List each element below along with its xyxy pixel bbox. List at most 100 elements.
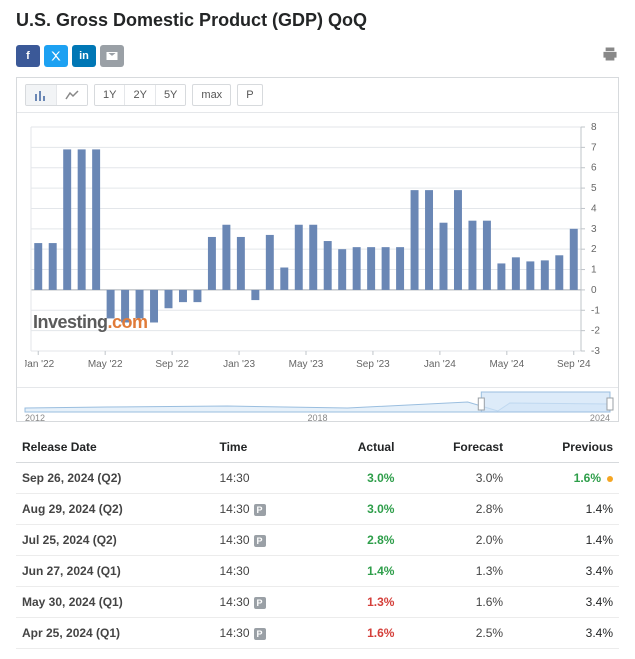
cell-previous: 1.4% xyxy=(509,525,619,556)
share-email[interactable] xyxy=(100,45,124,67)
svg-text:-1: -1 xyxy=(591,305,600,316)
svg-text:-2: -2 xyxy=(591,326,600,337)
chart-type-bar[interactable] xyxy=(26,85,57,105)
cell-time: 14:30 xyxy=(213,556,315,587)
cell-actual: 1.3% xyxy=(315,587,400,618)
releases-table: Release Date Time Actual Forecast Previo… xyxy=(16,430,619,649)
svg-text:May '22: May '22 xyxy=(88,359,123,370)
cell-actual: 1.4% xyxy=(315,556,400,587)
watermark-suffix: .com xyxy=(108,312,148,332)
preliminary-badge: P xyxy=(254,504,266,516)
cell-date: May 30, 2024 (Q1) xyxy=(16,587,213,618)
cell-date: Jun 27, 2024 (Q1) xyxy=(16,556,213,587)
svg-text:3: 3 xyxy=(591,224,597,235)
bar-chart-icon xyxy=(34,89,48,101)
svg-text:Sep '24: Sep '24 xyxy=(557,359,591,370)
mail-icon xyxy=(106,51,118,61)
svg-text:2018: 2018 xyxy=(307,413,327,422)
share-facebook[interactable]: f xyxy=(16,45,40,67)
col-previous: Previous xyxy=(509,430,619,463)
cell-actual: 3.0% xyxy=(315,463,400,494)
navigator[interactable]: 2012 2018 2024 xyxy=(17,387,618,421)
svg-text:2012: 2012 xyxy=(25,413,45,422)
cell-time: 14:30 xyxy=(213,463,315,494)
cell-time: 14:30P xyxy=(213,525,315,556)
navigator-svg: 2012 2018 2024 xyxy=(17,388,618,422)
cell-previous: 3.4% xyxy=(509,587,619,618)
cell-forecast: 2.5% xyxy=(400,618,509,649)
cell-actual: 3.0% xyxy=(315,494,400,525)
table-row[interactable]: May 30, 2024 (Q1)14:30P1.3%1.6%3.4% xyxy=(16,587,619,618)
cell-date: Jul 25, 2024 (Q2) xyxy=(16,525,213,556)
cell-actual: 2.8% xyxy=(315,525,400,556)
cell-forecast: 2.8% xyxy=(400,494,509,525)
svg-text:Jan '23: Jan '23 xyxy=(223,359,255,370)
table-body: Sep 26, 2024 (Q2)14:303.0%3.0%1.6%Aug 29… xyxy=(16,463,619,649)
cell-actual: 1.6% xyxy=(315,618,400,649)
cell-date: Apr 25, 2024 (Q1) xyxy=(16,618,213,649)
bar-chart-svg: -3-2-1012345678Jan '22May '22Sep '22Jan … xyxy=(25,121,617,381)
col-actual: Actual xyxy=(315,430,400,463)
alert-dot-icon xyxy=(607,476,613,482)
cell-forecast: 1.3% xyxy=(400,556,509,587)
range-2y[interactable]: 2Y xyxy=(125,85,155,105)
svg-text:5: 5 xyxy=(591,183,597,194)
print-icon xyxy=(601,46,619,62)
cell-time: 14:30P xyxy=(213,618,315,649)
chart-type-line[interactable] xyxy=(57,85,87,105)
chart-card: 1Y2Y5Y max P -3-2-1012345678Jan '22May '… xyxy=(16,77,619,422)
table-row[interactable]: Jun 27, 2024 (Q1)14:301.4%1.3%3.4% xyxy=(16,556,619,587)
svg-text:Sep '22: Sep '22 xyxy=(155,359,189,370)
range-max[interactable]: max xyxy=(192,84,231,106)
svg-text:Sep '23: Sep '23 xyxy=(356,359,390,370)
svg-text:May '24: May '24 xyxy=(489,359,524,370)
share-buttons: f in xyxy=(16,45,124,67)
line-chart-icon xyxy=(65,89,79,101)
share-linkedin[interactable]: in xyxy=(72,45,96,67)
x-icon xyxy=(50,50,62,62)
chart-toolbar: 1Y2Y5Y max P xyxy=(17,78,618,113)
range-group: 1Y2Y5Y xyxy=(94,84,186,106)
svg-text:-3: -3 xyxy=(591,346,600,357)
cell-previous: 1.4% xyxy=(509,494,619,525)
cell-previous: 3.4% xyxy=(509,556,619,587)
chart-print[interactable]: P xyxy=(237,84,262,106)
svg-text:0: 0 xyxy=(591,285,597,296)
page-title: U.S. Gross Domestic Product (GDP) QoQ xyxy=(16,10,619,31)
col-forecast: Forecast xyxy=(400,430,509,463)
preliminary-badge: P xyxy=(254,628,266,640)
range-5y[interactable]: 5Y xyxy=(156,85,185,105)
table-row[interactable]: Jul 25, 2024 (Q2)14:30P2.8%2.0%1.4% xyxy=(16,525,619,556)
svg-text:Jan '24: Jan '24 xyxy=(424,359,456,370)
cell-forecast: 2.0% xyxy=(400,525,509,556)
print-button[interactable] xyxy=(601,46,619,67)
table-row[interactable]: Aug 29, 2024 (Q2)14:30P3.0%2.8%1.4% xyxy=(16,494,619,525)
cell-time: 14:30P xyxy=(213,494,315,525)
watermark-main: Investing xyxy=(33,312,108,332)
cell-date: Aug 29, 2024 (Q2) xyxy=(16,494,213,525)
share-twitter[interactable] xyxy=(44,45,68,67)
svg-text:2: 2 xyxy=(591,244,597,255)
svg-text:May '23: May '23 xyxy=(289,359,324,370)
col-time: Time xyxy=(213,430,315,463)
svg-text:4: 4 xyxy=(591,203,597,214)
watermark: Investing.com xyxy=(33,312,148,333)
svg-text:Jan '22: Jan '22 xyxy=(25,359,55,370)
cell-previous: 3.4% xyxy=(509,618,619,649)
svg-text:2024: 2024 xyxy=(590,413,610,422)
svg-text:8: 8 xyxy=(591,122,597,133)
cell-time: 14:30P xyxy=(213,587,315,618)
chart-plot[interactable]: -3-2-1012345678Jan '22May '22Sep '22Jan … xyxy=(17,113,618,387)
cell-date: Sep 26, 2024 (Q2) xyxy=(16,463,213,494)
chart-type-group xyxy=(25,84,88,106)
table-row[interactable]: Apr 25, 2024 (Q1)14:30P1.6%2.5%3.4% xyxy=(16,618,619,649)
cell-forecast: 1.6% xyxy=(400,587,509,618)
svg-text:6: 6 xyxy=(591,163,597,174)
table-row[interactable]: Sep 26, 2024 (Q2)14:303.0%3.0%1.6% xyxy=(16,463,619,494)
cell-forecast: 3.0% xyxy=(400,463,509,494)
svg-text:1: 1 xyxy=(591,265,597,276)
range-1y[interactable]: 1Y xyxy=(95,85,125,105)
table-header: Release Date Time Actual Forecast Previo… xyxy=(16,430,619,463)
cell-previous: 1.6% xyxy=(509,463,619,494)
preliminary-badge: P xyxy=(254,535,266,547)
